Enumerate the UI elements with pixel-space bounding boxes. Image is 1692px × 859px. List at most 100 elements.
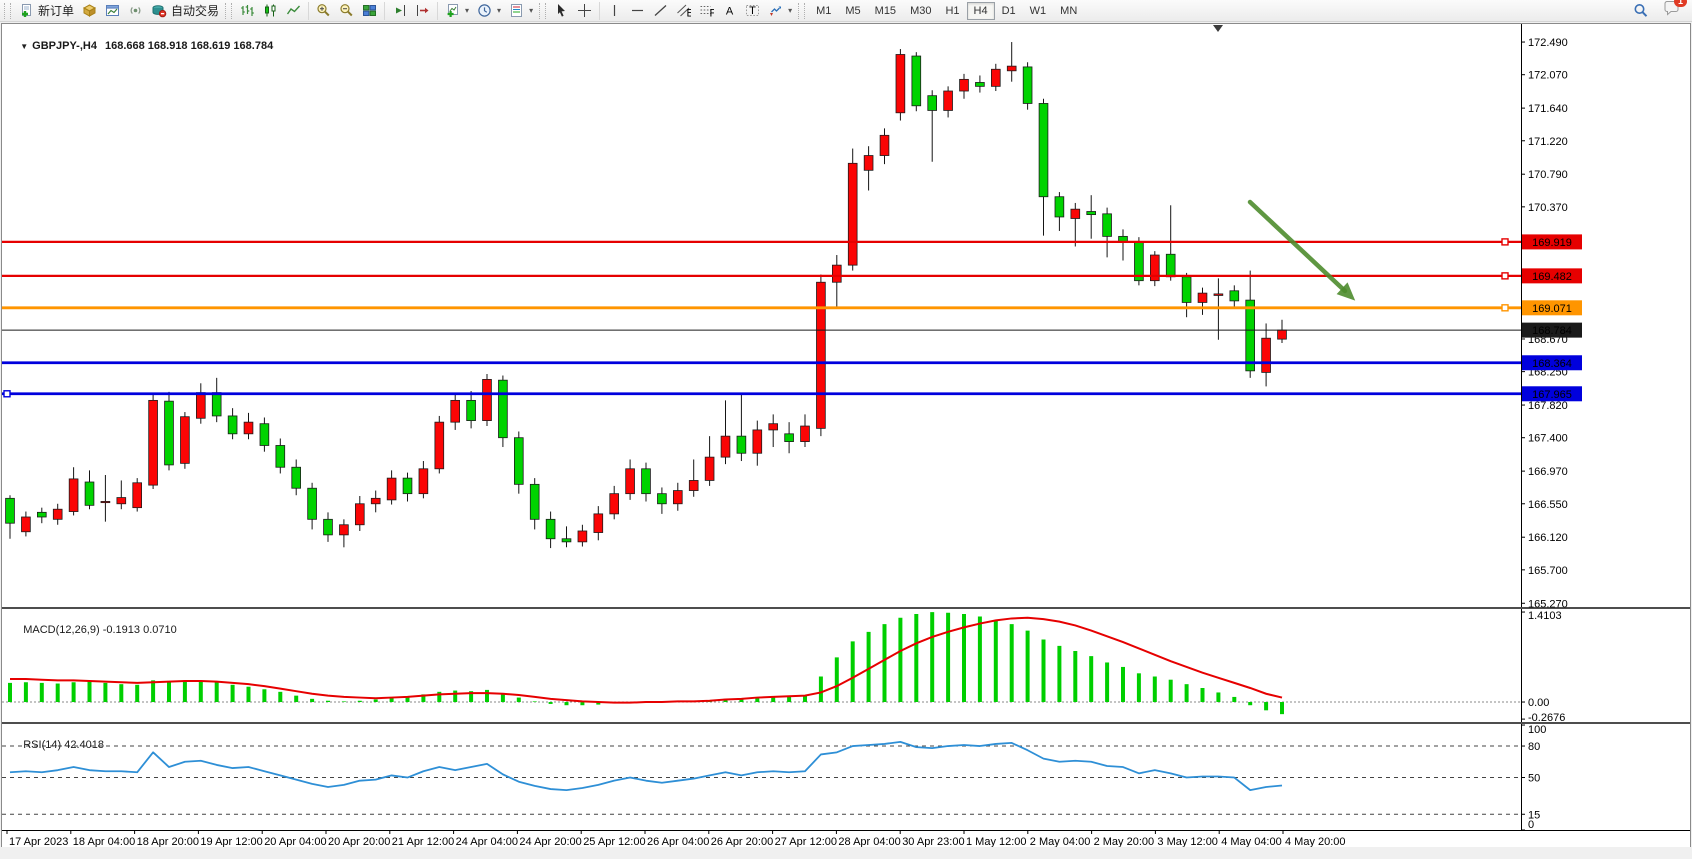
text-label-tool-button[interactable]: T <box>741 1 764 21</box>
ohlc-values: 168.668 168.918 168.619 168.784 <box>104 40 274 52</box>
clock-icon <box>477 3 492 18</box>
hline-handle[interactable] <box>3 390 11 398</box>
time-tick-label: 26 Apr 20:00 <box>711 836 773 848</box>
chart-title: ▼ GBPJPY-,H4 168.668 168.918 168.619 168.7… <box>8 28 273 64</box>
tab-d1[interactable]: D1 <box>995 2 1023 20</box>
tab-mn[interactable]: MN <box>1053 2 1084 20</box>
price-badge <box>1522 268 1582 284</box>
candle-body <box>68 478 79 512</box>
tab-m1[interactable]: M1 <box>809 2 838 20</box>
zoom-in-button[interactable] <box>312 1 335 21</box>
price-tick-label: 166.120 <box>1528 532 1568 544</box>
crosshair-tool-button[interactable] <box>573 1 596 21</box>
candle-body <box>370 497 381 505</box>
symbol-dropdown-icon[interactable]: ▼ <box>20 42 29 51</box>
new-chart-button[interactable]: ▾ <box>441 1 473 21</box>
search-button[interactable] <box>1629 1 1653 21</box>
chevron-down-icon[interactable]: ▾ <box>465 6 470 15</box>
channel-tool-button[interactable]: E <box>672 1 695 21</box>
trendline-tool-button[interactable] <box>649 1 672 21</box>
tab-m30[interactable]: M30 <box>903 2 938 20</box>
candle-body <box>323 518 333 536</box>
rsi-tick-label: 0 <box>1528 819 1534 831</box>
period-button[interactable]: ▾ <box>473 1 505 21</box>
market-watch-button[interactable] <box>101 1 124 21</box>
candle-body <box>259 423 270 446</box>
toolbar-grip <box>798 2 806 19</box>
trend-arrow-head[interactable] <box>1336 282 1356 301</box>
new-order-button[interactable]: 新订单 <box>15 1 78 21</box>
chevron-down-icon[interactable]: ▾ <box>529 6 534 15</box>
line-chart-type-button[interactable] <box>282 1 305 21</box>
chevron-down-icon[interactable]: ▾ <box>788 6 793 15</box>
auto-scroll-button[interactable] <box>388 1 411 21</box>
signals-button[interactable] <box>124 1 147 21</box>
candle-body <box>895 54 906 114</box>
macd-name: MACD(12,26,9) <box>23 624 100 636</box>
cursor-tool-button[interactable] <box>550 1 573 21</box>
candlestick-type-button[interactable] <box>259 1 282 21</box>
symbol-period-label: GBPJPY-,H4 <box>32 40 97 52</box>
rsi-line <box>9 740 1283 792</box>
candle-body <box>577 530 588 543</box>
candle-body <box>1261 337 1271 373</box>
auto-trading-button[interactable]: 自动交易 <box>147 1 223 21</box>
horizontal-line-tool-button[interactable] <box>626 1 649 21</box>
price-axis[interactable] <box>1521 24 1601 832</box>
svg-text:E: E <box>687 8 692 19</box>
chart-canvas[interactable]: 172.490 172.070 171.640 171.220 170.790 170.3… <box>0 22 1692 854</box>
tab-w1[interactable]: W1 <box>1023 2 1054 20</box>
time-tick-label: 25 Apr 12:00 <box>583 836 645 848</box>
candle-body <box>84 481 95 506</box>
candle-body <box>466 399 476 422</box>
zoom-out-button[interactable] <box>335 1 358 21</box>
tab-m15[interactable]: M15 <box>868 2 903 20</box>
bar-chart-type-button[interactable] <box>236 1 259 21</box>
hline-handle[interactable] <box>1501 272 1509 280</box>
time-tick-label: 1 May 12:00 <box>966 836 1027 848</box>
chart-shift-marker[interactable] <box>1213 25 1223 32</box>
zoom-out-icon <box>339 3 354 18</box>
candle-body <box>657 493 667 505</box>
toolbar-separator <box>599 1 601 20</box>
tile-windows-button[interactable] <box>358 1 381 21</box>
candle-body <box>450 399 460 423</box>
trend-arrow[interactable] <box>1247 199 1348 294</box>
vertical-line-tool-button[interactable] <box>603 1 626 21</box>
candle-body <box>434 421 445 470</box>
candle-body <box>911 55 922 107</box>
fibonacci-tool-button[interactable]: F <box>695 1 718 21</box>
chevron-down-icon[interactable]: ▾ <box>497 6 502 15</box>
candlestick-icon <box>263 3 278 18</box>
hline-handle[interactable] <box>1501 304 1509 312</box>
time-tick-label: 28 Apr 04:00 <box>838 836 900 848</box>
chart-shift-button[interactable] <box>411 1 434 21</box>
template-button[interactable]: ▾ <box>505 1 537 21</box>
candle-body <box>116 497 127 505</box>
text-tool-button[interactable]: A <box>718 1 741 21</box>
candle-body <box>847 162 858 266</box>
chat-button[interactable]: 1 <box>1663 0 1687 21</box>
price-tick-label: 171.640 <box>1528 103 1568 115</box>
tab-h4[interactable]: H4 <box>966 1 995 20</box>
time-tick-label: 18 Apr 04:00 <box>73 836 135 848</box>
candle-body <box>1038 103 1049 198</box>
candle-body <box>975 82 985 87</box>
rsi-indicator-label: RSI(14) 42.4018 <box>11 727 104 763</box>
candle-body <box>768 423 778 431</box>
toolbar-grip <box>225 2 233 19</box>
notification-badge: 1 <box>1673 0 1687 7</box>
equidistant-channel-icon: E <box>676 3 691 18</box>
toolbar-grip <box>539 2 547 19</box>
time-tick-label: 2 May 20:00 <box>1094 836 1155 848</box>
hline-handle[interactable] <box>1501 238 1509 246</box>
time-tick-label: 18 Apr 20:00 <box>137 836 199 848</box>
candle-body <box>100 501 111 504</box>
styles-button[interactable] <box>78 1 101 21</box>
price-badge-label: 167.965 <box>1532 389 1572 401</box>
toolbar-separator <box>384 1 386 20</box>
tab-h1[interactable]: H1 <box>938 2 966 20</box>
tab-m5[interactable]: M5 <box>838 2 867 20</box>
arrows-tool-button[interactable]: ▾ <box>764 1 796 21</box>
price-tick-label: 165.700 <box>1528 565 1568 577</box>
